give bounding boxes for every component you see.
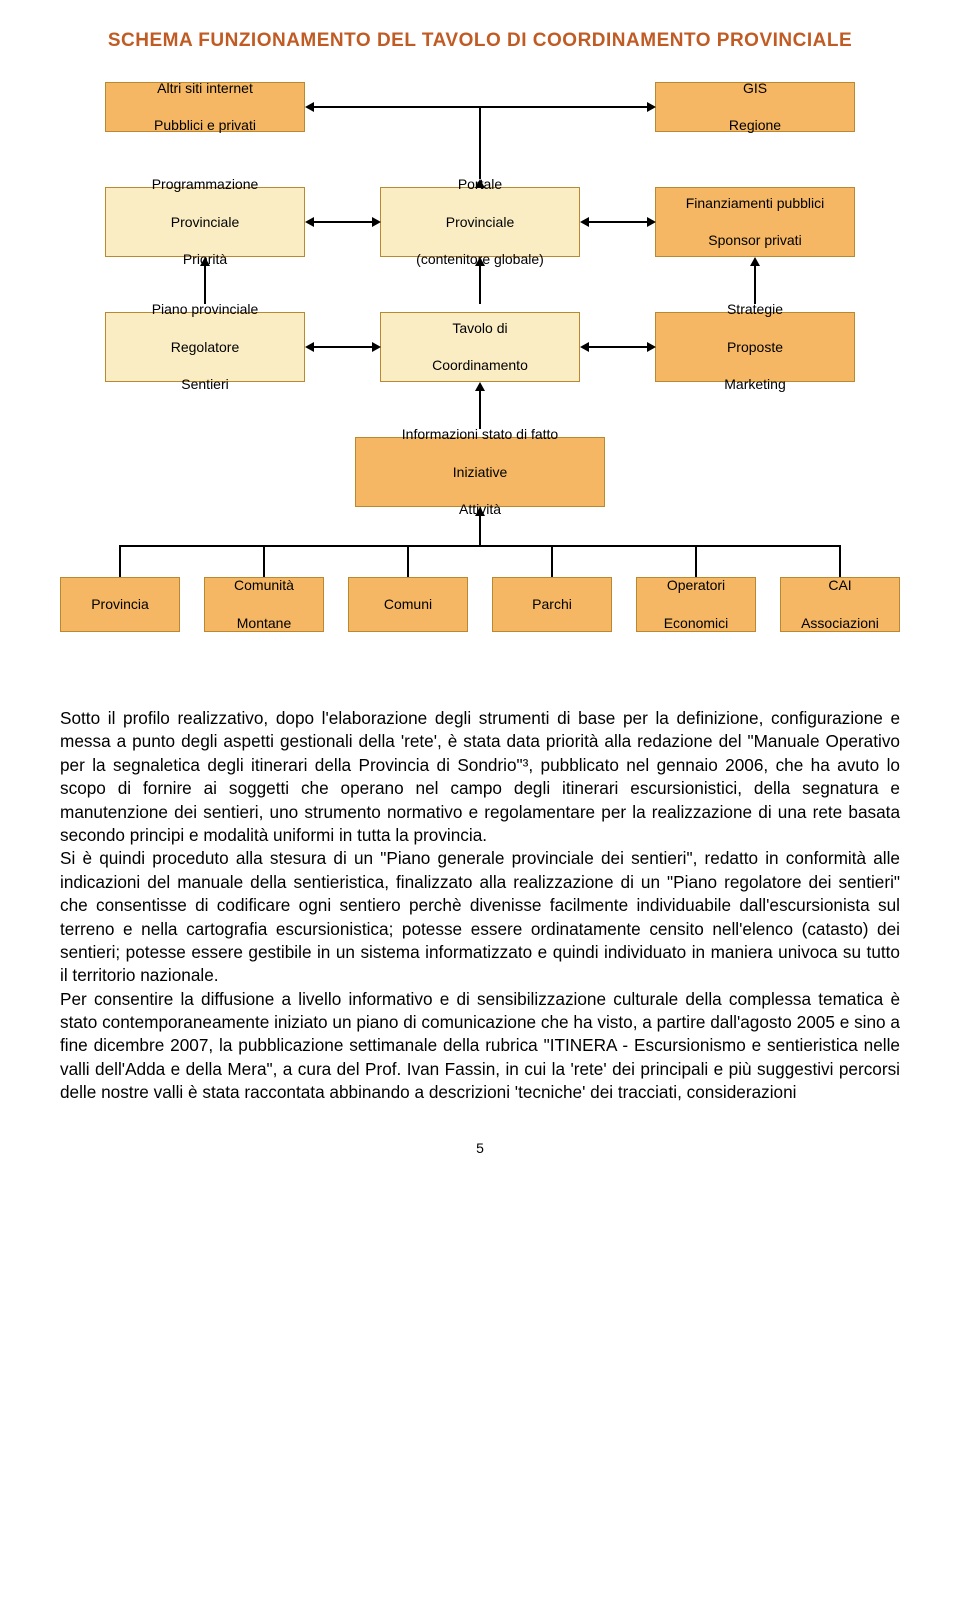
flow-diagram: Altri siti internetPubblici e privati GI…	[60, 82, 900, 682]
box-informazioni: Informazioni stato di fattoIniziativeAtt…	[355, 437, 605, 507]
box-comunita: ComunitàMontane	[204, 577, 324, 632]
box-operatori: OperatoriEconomici	[636, 577, 756, 632]
box-parchi: Parchi	[492, 577, 612, 632]
box-cai: CAIAssociazioni	[780, 577, 900, 632]
box-tavolo: Tavolo diCoordinamento	[380, 312, 580, 382]
box-strategie: StrategieProposteMarketing	[655, 312, 855, 382]
body-text: Sotto il profilo realizzativo, dopo l'el…	[60, 707, 900, 1105]
box-comuni: Comuni	[348, 577, 468, 632]
box-gis-regione: GISRegione	[655, 82, 855, 132]
page-title: SCHEMA FUNZIONAMENTO DEL TAVOLO DI COORD…	[60, 30, 900, 52]
paragraph-2: Si è quindi proceduto alla stesura di un…	[60, 847, 900, 987]
paragraph-1: Sotto il profilo realizzativo, dopo l'el…	[60, 707, 900, 847]
box-programmazione: ProgrammazioneProvincialePriorità	[105, 187, 305, 257]
box-altri-siti: Altri siti internetPubblici e privati	[105, 82, 305, 132]
box-portale: PortaleProvinciale(contenitore globale)	[380, 187, 580, 257]
box-finanziamenti: Finanziamenti pubbliciSponsor privati	[655, 187, 855, 257]
box-piano-prov: Piano provincialeRegolatoreSentieri	[105, 312, 305, 382]
box-provincia: Provincia	[60, 577, 180, 632]
page-number: 5	[60, 1140, 900, 1156]
paragraph-3: Per consentire la diffusione a livello i…	[60, 988, 900, 1105]
